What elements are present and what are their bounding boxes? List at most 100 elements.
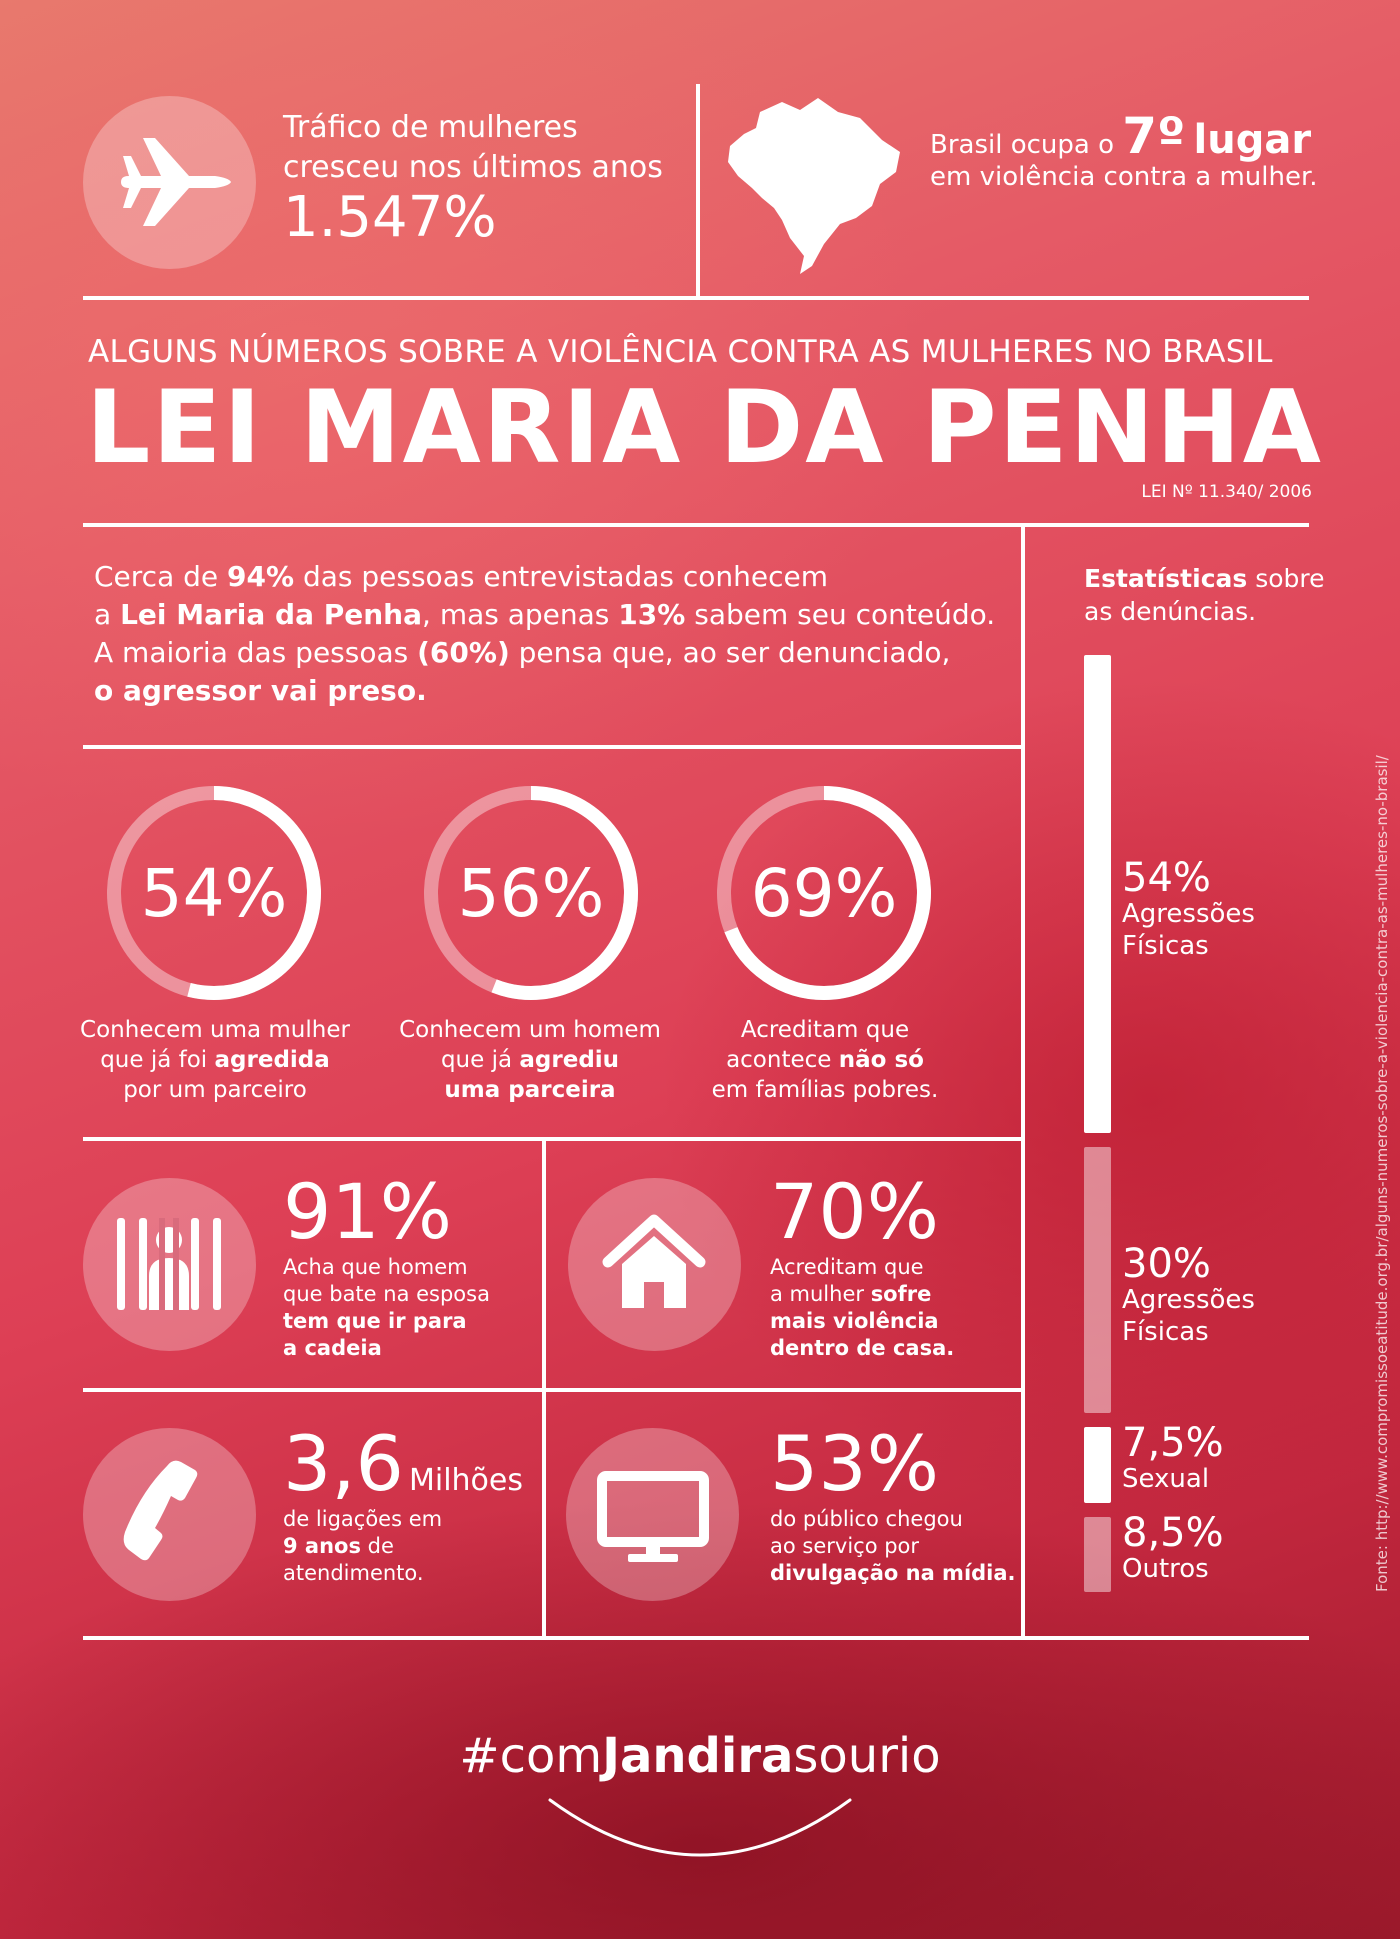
tv-text: ao serviço por bbox=[770, 1534, 920, 1558]
ring-value: 54% bbox=[140, 854, 288, 932]
ring-caption-bold: agrediu bbox=[519, 1047, 620, 1073]
phone-text: de bbox=[360, 1534, 394, 1558]
monitor-icon-circle bbox=[566, 1428, 739, 1601]
stats-bar bbox=[1084, 1426, 1111, 1503]
jail-value: 91% bbox=[283, 1167, 452, 1256]
stats-label-line: Outros bbox=[1122, 1553, 1209, 1584]
intro-text: pensa que, ao ser denunciado, bbox=[509, 636, 951, 669]
ring-caption: Conhecem um homem que já agrediu uma parce… bbox=[385, 1015, 675, 1105]
ring-caption-line: acontece bbox=[726, 1047, 839, 1073]
tv-text-bold: divulgação na mídia. bbox=[770, 1561, 1016, 1585]
divider-3 bbox=[83, 745, 1023, 749]
ring-caption-line: que já bbox=[440, 1047, 520, 1073]
ring-progress bbox=[107, 786, 321, 1000]
house-text-bold: mais violência bbox=[770, 1309, 939, 1333]
ring-caption: Conhecem uma mulher que já foi agredida po… bbox=[70, 1015, 360, 1105]
house-icon bbox=[602, 1214, 706, 1308]
source-text: Fonte: http://www.compromissoeatitude.or… bbox=[1373, 755, 1391, 1592]
intro-paragraph: Cerca de 94% das pessoas entrevistadas c… bbox=[94, 558, 1014, 710]
law-number: LEI Nº 11.340/ 2006 bbox=[1141, 482, 1312, 502]
stats-value: 7,5% bbox=[1122, 1419, 1224, 1466]
jail-icon-circle bbox=[83, 1178, 256, 1351]
ring-caption-line: Conhecem uma mulher bbox=[80, 1017, 350, 1043]
brasil-text-pre: Brasil ocupa o bbox=[930, 130, 1115, 160]
ring-caption-line: Conhecem um homem bbox=[399, 1017, 661, 1043]
ring-caption-line: Acreditam que bbox=[740, 1017, 910, 1043]
jail-text-bold: a cadeia bbox=[283, 1336, 382, 1360]
stats-value: 8,5% bbox=[1122, 1509, 1224, 1556]
stats-title-2: as denúncias. bbox=[1084, 597, 1257, 626]
top-divider bbox=[696, 84, 700, 296]
jail-text-bold: tem que ir para bbox=[283, 1309, 467, 1333]
hashtag: #comJandirasourio bbox=[0, 1728, 1400, 1784]
phone-text-bold: 9 anos bbox=[283, 1534, 361, 1558]
jail-text: Acha que homem bbox=[283, 1255, 468, 1279]
house-value: 70% bbox=[770, 1167, 939, 1256]
house-icon-circle bbox=[568, 1178, 741, 1351]
intro-highlight: Lei Maria da Penha bbox=[120, 598, 423, 631]
page-title: LEI MARIA DA PENHA bbox=[86, 368, 1323, 486]
airplane-icon-circle bbox=[83, 96, 256, 269]
stats-label-line: Físicas bbox=[1122, 1316, 1209, 1347]
house-text-bold: dentro de casa. bbox=[770, 1336, 955, 1360]
jail-icon bbox=[117, 1218, 221, 1310]
stats-divider bbox=[1021, 523, 1025, 1640]
ring-caption-line: uma parceira bbox=[444, 1077, 616, 1103]
brasil-rank: 7º bbox=[1122, 107, 1186, 165]
airplane-icon bbox=[121, 138, 231, 226]
divider-2 bbox=[83, 523, 1309, 527]
phone-value: 3,6 bbox=[283, 1419, 404, 1508]
intro-text: das pessoas entrevistadas conhecem bbox=[294, 560, 829, 593]
ring-value: 56% bbox=[457, 854, 605, 932]
ring-caption-line: por um parceiro bbox=[123, 1077, 307, 1103]
stats-value: 54% bbox=[1122, 855, 1211, 902]
tile-divider-2 bbox=[542, 1388, 546, 1640]
jail-text: que bate na esposa bbox=[283, 1282, 490, 1306]
house-text: Acreditam que bbox=[770, 1255, 924, 1279]
phone-icon-circle bbox=[83, 1428, 256, 1601]
ring-chart: 69% bbox=[709, 778, 939, 1008]
brasil-text-2: em violência contra a mulher. bbox=[930, 162, 1318, 192]
trafico-text-1: Tráfico de mulheres bbox=[283, 110, 578, 145]
stats-label-line: Sexual bbox=[1122, 1463, 1210, 1494]
ring-caption: Acreditam que acontece não só em famílias … bbox=[680, 1015, 970, 1105]
ring-progress bbox=[424, 786, 638, 1000]
stats-bar bbox=[1084, 1516, 1111, 1592]
divider-1 bbox=[83, 296, 1309, 300]
stats-title: sobre bbox=[1247, 564, 1325, 593]
intro-highlight: o agressor vai preso. bbox=[94, 674, 427, 707]
brasil-rank-word: lugar bbox=[1193, 117, 1312, 163]
divider-5 bbox=[83, 1388, 1023, 1392]
tv-text: do público chegou bbox=[770, 1507, 963, 1531]
ring-value: 69% bbox=[750, 854, 898, 932]
trafico-value: 1.547% bbox=[283, 185, 497, 250]
stats-label: 54% Agressões Físicas bbox=[1122, 858, 1255, 962]
phone-text: de ligações em bbox=[283, 1507, 443, 1531]
intro-text: a bbox=[94, 598, 121, 631]
page-subtitle: ALGUNS NÚMEROS SOBRE A VIOLÊNCIA CONTRA … bbox=[88, 334, 1273, 370]
phone-icon bbox=[123, 1460, 198, 1561]
monitor-icon bbox=[597, 1471, 709, 1562]
ring-progress bbox=[717, 786, 931, 1000]
ring-caption-bold: agredida bbox=[214, 1047, 330, 1073]
phone-unit: Milhões bbox=[408, 1463, 523, 1498]
trafico-text-2: cresceu nos últimos anos bbox=[283, 150, 663, 185]
intro-text: Cerca de bbox=[94, 560, 228, 593]
divider-4 bbox=[83, 1137, 1023, 1141]
intro-highlight: 13% bbox=[618, 598, 686, 631]
ring-chart: 56% bbox=[416, 778, 646, 1008]
brazil-map-icon bbox=[728, 98, 900, 274]
stats-label: 8,5% Outros bbox=[1122, 1513, 1224, 1585]
stats-title-bold: Estatísticas bbox=[1084, 564, 1248, 593]
tile-divider-1 bbox=[542, 1137, 546, 1392]
intro-text: A maioria das pessoas bbox=[94, 636, 418, 669]
intro-highlight: (60%) bbox=[417, 636, 510, 669]
stats-label-line: Agressões bbox=[1122, 899, 1255, 930]
stats-bar bbox=[1084, 1147, 1111, 1413]
house-text: a mulher bbox=[770, 1282, 871, 1306]
tv-value: 53% bbox=[770, 1419, 939, 1508]
hashtag-pre: #com bbox=[459, 1728, 603, 1784]
hashtag-bold: Jandira bbox=[602, 1728, 794, 1784]
stats-value: 30% bbox=[1122, 1240, 1211, 1287]
stats-bar bbox=[1084, 655, 1111, 1134]
